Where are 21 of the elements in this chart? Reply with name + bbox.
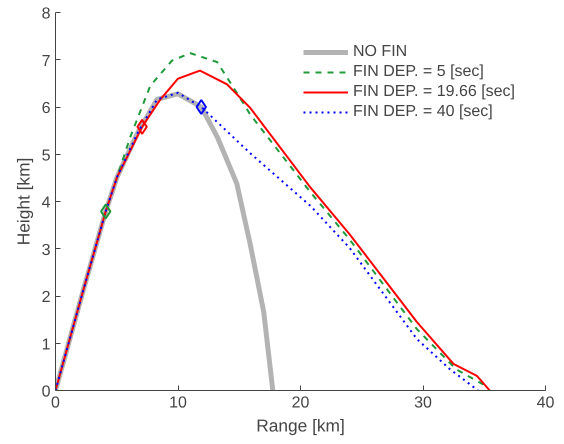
y-tick-label: 1 xyxy=(42,336,51,354)
y-tick-label: 6 xyxy=(42,100,51,117)
point xyxy=(136,118,148,135)
y-axis-title: Height [km] xyxy=(14,158,34,246)
y-tick-label: 7 xyxy=(42,52,51,70)
legend-label: FIN DEP. = 19.66 [sec] xyxy=(352,83,515,101)
point xyxy=(196,99,207,115)
y-tick-label: 4 xyxy=(42,194,51,212)
x-tick-label: 40 xyxy=(536,394,554,412)
x-tick-label: 20 xyxy=(292,394,310,412)
y-tick-label: 5 xyxy=(42,147,51,164)
y-tick-label: 8 xyxy=(42,6,51,22)
legend-label: NO FIN xyxy=(352,43,408,61)
x-tick-label: 30 xyxy=(414,394,432,412)
x-tick-label: 10 xyxy=(169,394,187,412)
y-tick-label: 2 xyxy=(42,289,51,306)
y-tick-label: 3 xyxy=(42,242,51,259)
legend-label: FIN DEP. = 5 [sec] xyxy=(352,63,484,81)
y-tick-label: 0 xyxy=(42,384,51,400)
x-axis-title: Range [km] xyxy=(256,416,345,436)
legend-label: FIN DEP. = 40 [sec] xyxy=(352,103,493,121)
